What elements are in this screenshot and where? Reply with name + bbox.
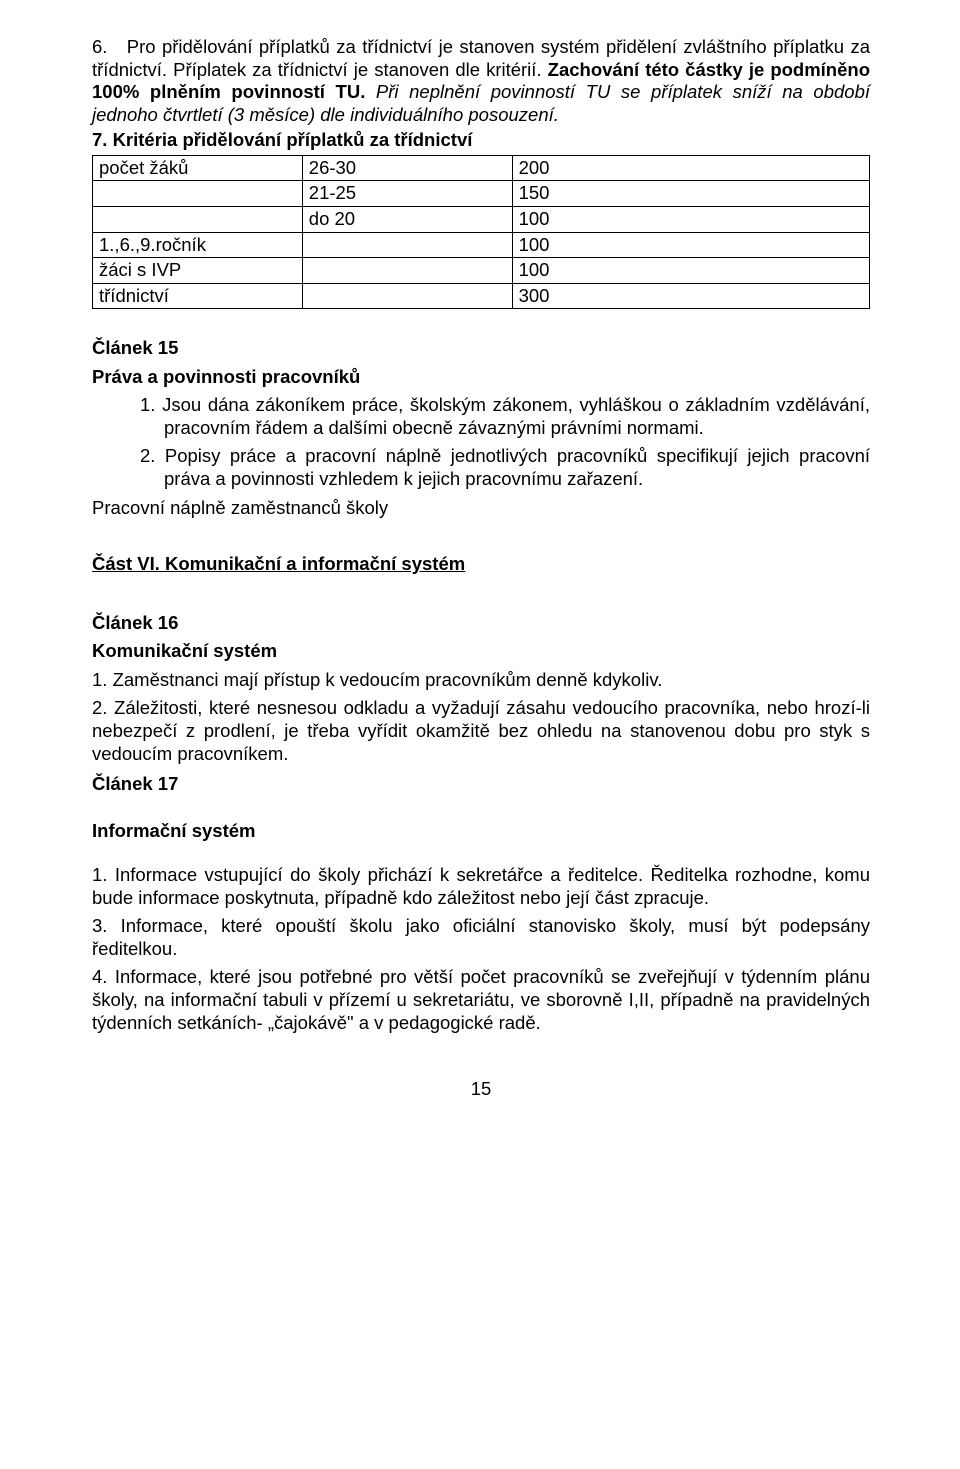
table-cell: 1.,6.,9.ročník [93,232,303,258]
article-17-p3: 3. Informace, které opouští školu jako o… [92,915,870,960]
article-17-title: Článek 17 [92,773,870,796]
article-15-subtitle: Práva a povinnosti pracovníků [92,366,870,389]
table-cell: 26-30 [302,155,512,181]
article-15-trailing: Pracovní náplně zaměstnanců školy [92,497,870,520]
para6-lead: 6. [92,36,107,57]
table-cell: do 20 [302,206,512,232]
table-cell: žáci s IVP [93,258,303,284]
list-item: 1. Jsou dána zákoníkem práce, školským z… [140,394,870,439]
table-cell [302,283,512,309]
table-cell: třídnictví [93,283,303,309]
page-number: 15 [92,1078,870,1101]
table-cell: 200 [512,155,869,181]
list-item: 2. Popisy práce a pracovní náplně jednot… [140,445,870,490]
article-15-list: 1. Jsou dána zákoníkem práce, školským z… [92,394,870,490]
table-cell: 100 [512,232,869,258]
paragraph-7: 7. Kritéria přidělování příplatků za tří… [92,129,870,152]
table-cell: 300 [512,283,869,309]
table-cell: 100 [512,258,869,284]
table-row: počet žáků 26-30 200 [93,155,870,181]
table-cell: 150 [512,181,869,207]
table-row: 21-25 150 [93,181,870,207]
table-row: žáci s IVP 100 [93,258,870,284]
table-cell [302,258,512,284]
article-16-p1: 1. Zaměstnanci mají přístup k vedoucím p… [92,669,870,692]
table-row: do 20 100 [93,206,870,232]
criteria-table: počet žáků 26-30 200 21-25 150 do 20 100… [92,155,870,309]
table-cell: 100 [512,206,869,232]
article-16-title: Článek 16 [92,612,870,635]
article-16-p2: 2. Záležitosti, které nesnesou odkladu a… [92,697,870,765]
paragraph-6: 6. Pro přidělování příplatků za třídnict… [92,36,870,126]
part-6-heading: Část VI. Komunikační a informační systém [92,553,870,576]
table-cell: 21-25 [302,181,512,207]
table-cell [93,206,303,232]
table-row: třídnictví 300 [93,283,870,309]
table-row: 1.,6.,9.ročník 100 [93,232,870,258]
article-17-p1: 1. Informace vstupující do školy přicház… [92,864,870,909]
article-17-p4: 4. Informace, které jsou potřebné pro vě… [92,966,870,1034]
article-15-title: Článek 15 [92,337,870,360]
article-16-subtitle: Komunikační systém [92,640,870,663]
table-cell [302,232,512,258]
table-cell [93,181,303,207]
article-17-subtitle: Informační systém [92,820,870,843]
table-cell: počet žáků [93,155,303,181]
